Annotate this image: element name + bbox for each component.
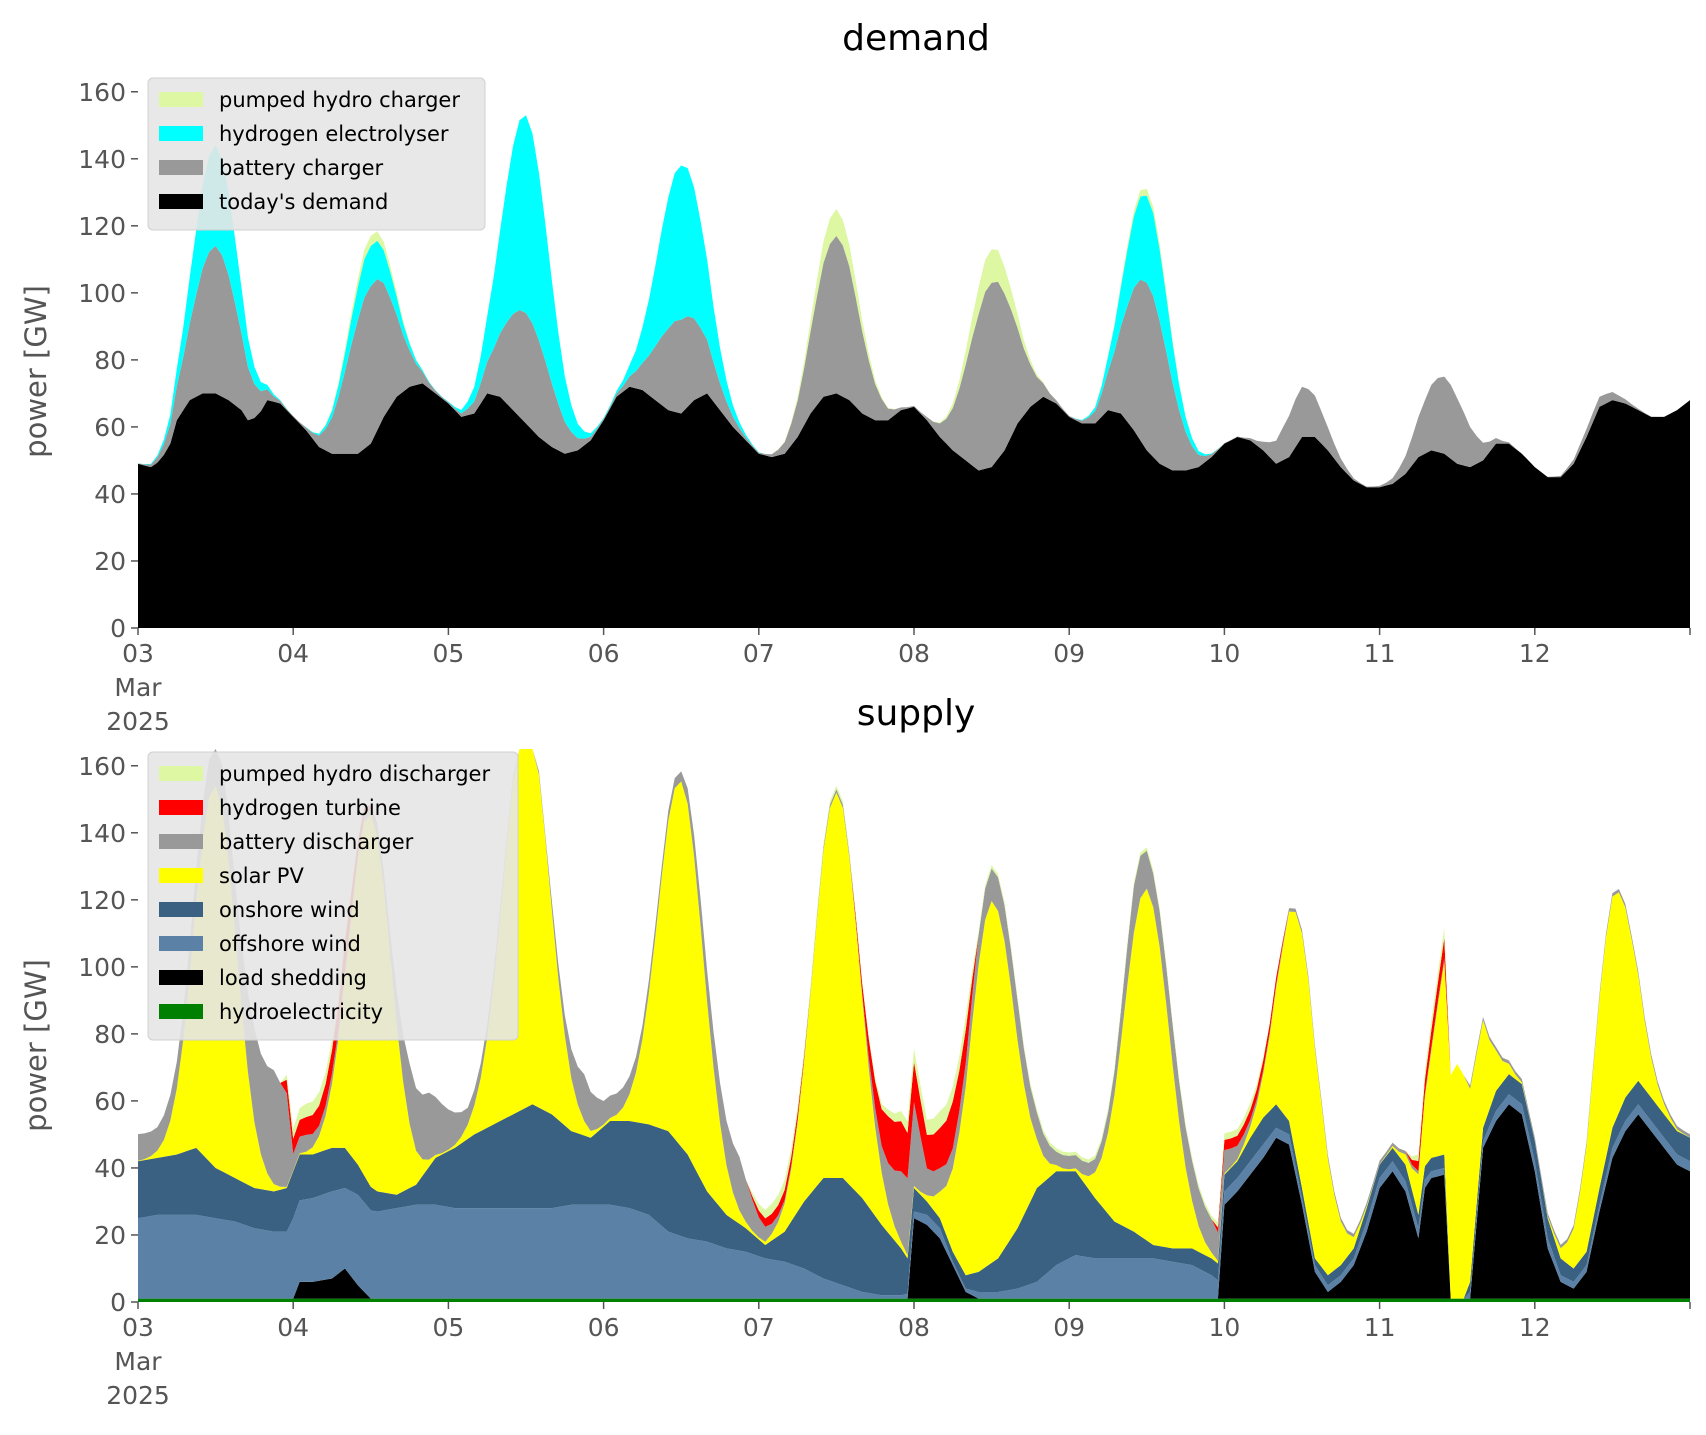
y-tick-label: 80 — [94, 346, 126, 375]
y-tick-label: 160 — [78, 78, 126, 107]
legend-label-hydrogen-electrolyser: hydrogen electrolyser — [219, 122, 449, 146]
y-tick-label: 60 — [94, 413, 126, 442]
x-tick-label: 03 — [122, 1313, 154, 1342]
legend-label-hydrogen-turbine: hydrogen turbine — [219, 796, 401, 820]
chart-title: supply — [857, 693, 976, 734]
chart-panel-demand: 0 20 40 60 80 100 120 140 160 03 Mar 2025 04 05 06 07 08… — [19, 18, 1691, 736]
chart-title: demand — [842, 18, 990, 59]
y-tick-label: 20 — [94, 1221, 126, 1250]
x-tick-label: 07 — [743, 1313, 775, 1342]
x-tick-label: 11 — [1364, 639, 1396, 668]
legend-swatch-pumped-hydro-charger — [159, 92, 203, 107]
area-onshore-wind — [138, 1074, 1690, 1299]
x-tick-label: 07 — [743, 639, 775, 668]
y-tick-label: 120 — [78, 886, 126, 915]
y-tick-label: 0 — [110, 614, 126, 643]
x-tick-label: Mar — [114, 673, 162, 702]
area-load-shedding — [138, 1104, 1690, 1299]
area-solar-pv — [138, 749, 1690, 1299]
legend-label-load-shedding: load shedding — [219, 966, 367, 990]
x-tick-label: 04 — [277, 639, 309, 668]
legend-swatch-battery-discharger — [159, 834, 203, 849]
legend-label-hydroelectricity: hydroelectricity — [219, 1000, 383, 1024]
legend-label-pumped-hydro-charger: pumped hydro charger — [219, 88, 460, 112]
area-battery-discharger — [138, 749, 1690, 1261]
y-tick-label: 80 — [94, 1020, 126, 1049]
x-tick-label: 12 — [1519, 1313, 1551, 1342]
x-tick-label: 09 — [1053, 639, 1085, 668]
x-tick-label: Mar — [114, 1347, 162, 1376]
legend-swatch-hydroelectricity — [159, 1004, 203, 1019]
y-tick-label: 100 — [78, 279, 126, 308]
x-tick-label: 06 — [588, 1313, 620, 1342]
x-tick-label: 03 — [122, 639, 154, 668]
y-tick-label: 40 — [94, 480, 126, 509]
x-tick-label: 05 — [432, 639, 464, 668]
x-tick-label: 2025 — [106, 1381, 170, 1410]
chart-panel-supply: 0 20 40 60 80 100 120 140 160 03 Mar 2025 04 05 06 07 08… — [19, 693, 1691, 1410]
area-offshore-wind — [138, 1094, 1690, 1299]
legend-swatch-today-s-demand — [159, 194, 203, 209]
legend-box — [147, 77, 486, 231]
area-battery-charger — [138, 235, 1690, 488]
legend-swatch-load-shedding — [159, 970, 203, 985]
legend-label-battery-discharger: battery discharger — [219, 830, 414, 854]
x-tick-label: 10 — [1208, 639, 1240, 668]
legend-label-today-s-demand: today's demand — [219, 190, 388, 214]
y-tick-label: 140 — [78, 819, 126, 848]
legend-label-offshore-wind: offshore wind — [219, 932, 361, 956]
legend-swatch-battery-charger — [159, 160, 203, 175]
legend-label-battery-charger: battery charger — [219, 156, 384, 180]
legend-swatch-onshore-wind — [159, 902, 203, 917]
x-tick-label: 2025 — [106, 707, 170, 736]
legend-swatch-solar-pv — [159, 868, 203, 883]
legend: pumped hydro charger hydrogen electrolyse… — [147, 77, 486, 231]
y-tick-label: 20 — [94, 547, 126, 576]
y-tick-label: 120 — [78, 212, 126, 241]
y-axis-label: power [GW] — [19, 959, 53, 1132]
legend-swatch-hydrogen-electrolyser — [159, 126, 203, 141]
x-tick-label: 12 — [1519, 639, 1551, 668]
y-tick-label: 140 — [78, 145, 126, 174]
legend-label-onshore-wind: onshore wind — [219, 898, 360, 922]
y-tick-label: 0 — [110, 1288, 126, 1317]
legend-swatch-hydrogen-turbine — [159, 800, 203, 815]
legend-box — [147, 751, 519, 1041]
x-tick-label: 11 — [1364, 1313, 1396, 1342]
y-tick-label: 160 — [78, 752, 126, 781]
x-tick-label: 08 — [898, 639, 930, 668]
x-tick-label: 08 — [898, 1313, 930, 1342]
area-today-s-demand — [138, 383, 1690, 628]
legend: pumped hydro discharger hydrogen turbine b… — [147, 751, 519, 1041]
y-tick-label: 60 — [94, 1087, 126, 1116]
legend-label-pumped-hydro-discharger: pumped hydro discharger — [219, 762, 490, 786]
legend-label-solar-pv: solar PV — [219, 864, 304, 888]
y-tick-label: 40 — [94, 1154, 126, 1183]
legend-swatch-offshore-wind — [159, 936, 203, 951]
x-tick-label: 09 — [1053, 1313, 1085, 1342]
legend-swatch-pumped-hydro-discharger — [159, 766, 203, 781]
x-tick-label: 06 — [588, 639, 620, 668]
area-hydroelectricity — [138, 1298, 1690, 1302]
y-axis-label: power [GW] — [19, 285, 53, 458]
x-tick-label: 10 — [1208, 1313, 1240, 1342]
y-tick-label: 100 — [78, 953, 126, 982]
x-tick-label: 05 — [432, 1313, 464, 1342]
x-tick-label: 04 — [277, 1313, 309, 1342]
area-hydrogen-electrolyser — [138, 115, 1690, 487]
